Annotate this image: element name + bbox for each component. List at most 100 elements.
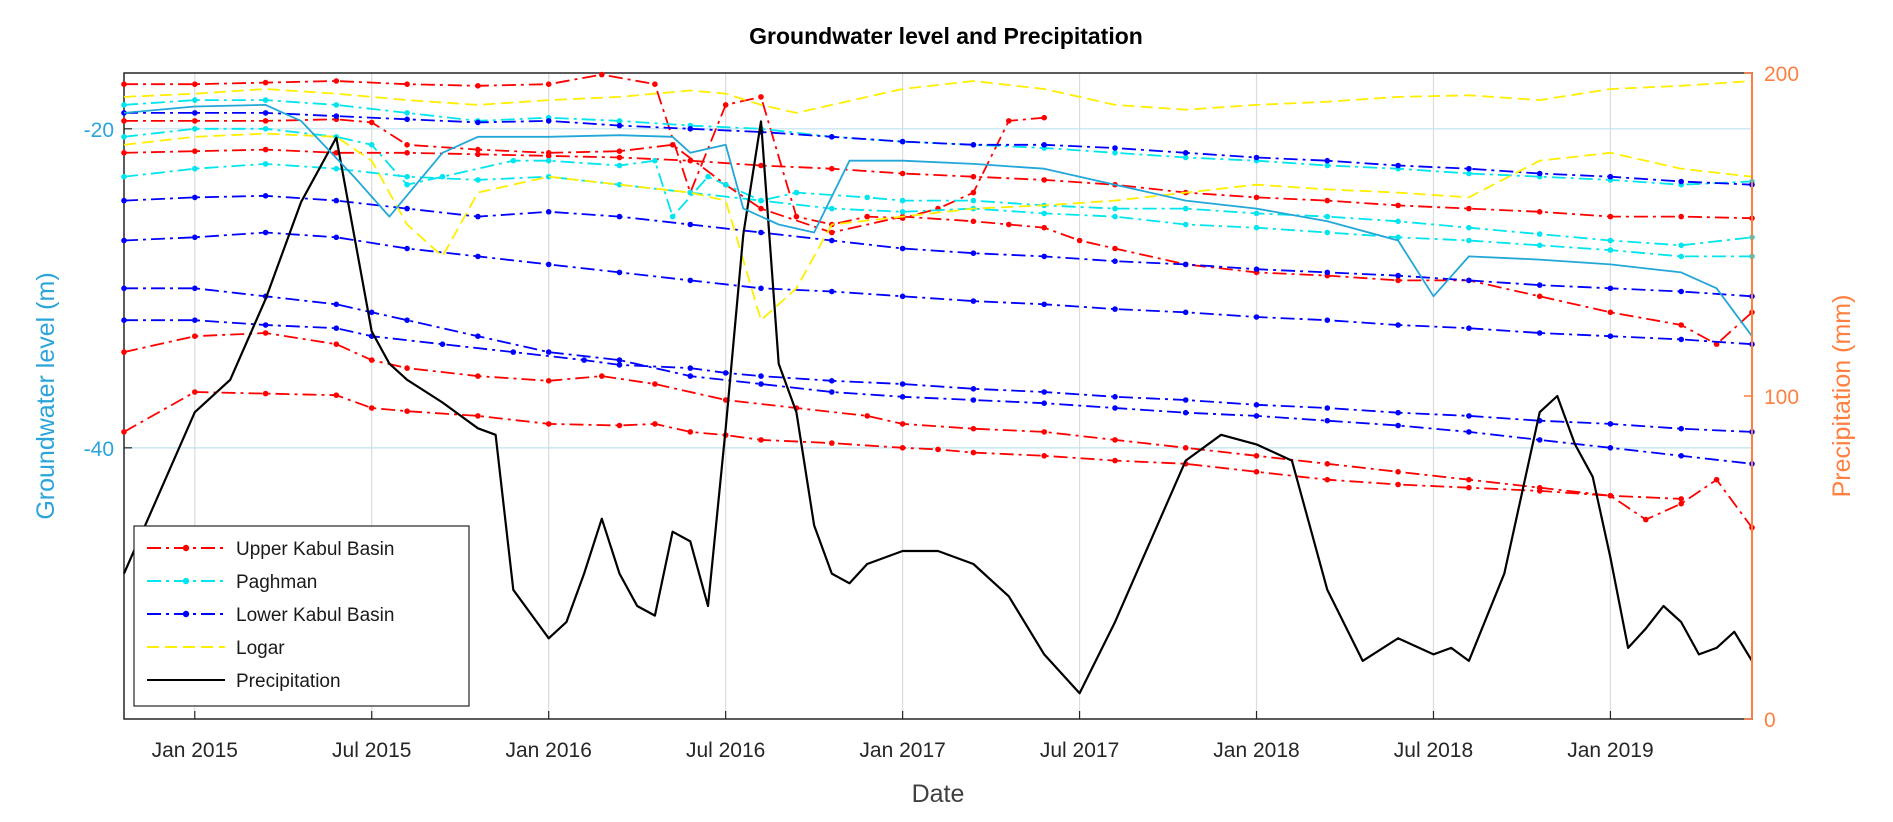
series-point-upper-kabul-basin (404, 365, 410, 371)
series-point-lower-kabul-basin (1112, 258, 1118, 265)
series-point-lower-kabul-basin (1112, 394, 1118, 400)
series-point-upper-kabul-basin (1041, 114, 1047, 121)
series-point-lower-kabul-basin (1182, 261, 1189, 268)
series-point-lower-kabul-basin (687, 277, 694, 284)
series-point-upper-kabul-basin (829, 229, 835, 236)
series-point-upper-kabul-basin (1536, 488, 1543, 494)
legend-label: Lower Kabul Basin (236, 605, 394, 626)
series-point-lower-kabul-basin (475, 253, 481, 260)
series-point-lower-kabul-basin (333, 113, 340, 119)
series-point-upper-kabul-basin (1678, 322, 1684, 328)
series-point-upper-kabul-basin (404, 142, 410, 148)
series-point-lower-kabul-basin (1395, 409, 1401, 416)
series-point-lower-kabul-basin (970, 298, 977, 304)
series-point-upper-kabul-basin (262, 330, 269, 336)
series-line-lower-kabul-basin (123, 231, 1753, 346)
x-tick-label: Jul 2016 (686, 739, 765, 762)
series-point-upper-kabul-basin (1076, 237, 1083, 244)
series-point-lower-kabul-basin (1607, 445, 1614, 451)
series-point-upper-kabul-basin (1466, 484, 1472, 491)
series-point-paghman (1536, 242, 1543, 249)
x-tick-label: Jan 2019 (1567, 739, 1653, 762)
series-point-upper-kabul-basin (864, 413, 870, 419)
series-point-lower-kabul-basin (616, 269, 623, 276)
series-line-logar (123, 80, 1753, 114)
series-point-lower-kabul-basin (1182, 397, 1189, 403)
series-point-upper-kabul-basin (1324, 197, 1331, 204)
y-axis-left-label: Groundwater level (m) (32, 272, 60, 519)
series-point-upper-kabul-basin (1678, 496, 1684, 502)
series-line-paghman (123, 162, 1752, 258)
series-point-upper-kabul-basin (970, 425, 977, 432)
series-point-upper-kabul-basin (121, 349, 127, 355)
series-point-lower-kabul-basin (899, 138, 906, 145)
series-line-upper-kabul-basin (123, 332, 1753, 529)
y-right-tick-label: 0 (1764, 709, 1776, 732)
series-point-lower-kabul-basin (970, 397, 977, 403)
series-point-lower-kabul-basin (192, 110, 198, 116)
series-point-lower-kabul-basin (758, 381, 764, 387)
series-point-upper-kabul-basin (1678, 500, 1684, 507)
series-point-upper-kabul-basin (192, 389, 198, 395)
legend: Upper Kabul Basin Paghman Lower Kabul Basi… (133, 525, 470, 707)
series-point-paghman (652, 157, 658, 164)
series-point-paghman (1041, 210, 1047, 217)
series-point-upper-kabul-basin (1253, 469, 1260, 475)
series-point-paghman (1253, 210, 1260, 217)
series-point-paghman (1466, 224, 1472, 231)
series-point-paghman (1395, 234, 1401, 241)
series-point-lower-kabul-basin (1324, 157, 1331, 164)
series-point-lower-kabul-basin (899, 381, 906, 387)
series-point-lower-kabul-basin (687, 221, 694, 228)
series-point-upper-kabul-basin (121, 429, 127, 435)
series-point-paghman (1112, 150, 1118, 156)
series-point-lower-kabul-basin (262, 193, 269, 199)
series-point-upper-kabul-basin (1466, 476, 1472, 483)
legend-box (133, 525, 470, 707)
series-point-lower-kabul-basin (829, 134, 835, 140)
series-point-upper-kabul-basin (1395, 277, 1401, 284)
series-point-upper-kabul-basin (793, 213, 800, 220)
series-point-upper-kabul-basin (616, 148, 623, 154)
series-point-upper-kabul-basin (1006, 221, 1012, 228)
series-point-upper-kabul-basin (899, 170, 906, 177)
series-point-upper-kabul-basin (121, 81, 127, 87)
series-point-paghman (121, 134, 127, 140)
series-point-paghman (192, 97, 198, 103)
series-point-upper-kabul-basin (262, 390, 269, 397)
legend-label: Precipitation (236, 671, 341, 692)
series-point-lower-kabul-basin (404, 205, 410, 212)
series-point-paghman (1536, 231, 1543, 237)
series-point-upper-kabul-basin (1643, 516, 1649, 523)
axis-layer: Jan 2015 Jul 2015 Jan 2016 Jul 2016 Jan 2017… (84, 63, 1799, 762)
series-point-lower-kabul-basin (1607, 333, 1614, 340)
series-point-lower-kabul-basin (192, 234, 198, 241)
series-point-paghman (1678, 253, 1684, 260)
series-point-upper-kabul-basin (368, 405, 375, 411)
series-point-lower-kabul-basin (1678, 453, 1684, 459)
x-tick-label: Jul 2017 (1040, 739, 1119, 762)
series-line-upper-kabul-basin (123, 148, 1753, 220)
series-point-lower-kabul-basin (1607, 421, 1614, 427)
series-point-lower-kabul-basin (404, 317, 410, 324)
series-point-lower-kabul-basin (1536, 170, 1543, 177)
series-point-upper-kabul-basin (192, 118, 198, 124)
series-point-paghman (1607, 237, 1614, 244)
series-point-lower-kabul-basin (1112, 306, 1118, 312)
series-point-upper-kabul-basin (652, 81, 658, 87)
series-point-upper-kabul-basin (599, 71, 605, 78)
y-axis-right-label: Precipitation (mm) (1828, 295, 1856, 498)
series-point-paghman (758, 197, 764, 204)
series-point-upper-kabul-basin (1253, 453, 1260, 459)
series-point-lower-kabul-basin (333, 325, 340, 332)
series-point-upper-kabul-basin (404, 150, 410, 156)
series-point-upper-kabul-basin (475, 373, 481, 379)
series-point-upper-kabul-basin (758, 205, 764, 212)
series-point-lower-kabul-basin (192, 194, 198, 201)
series-point-upper-kabul-basin (1713, 476, 1720, 483)
series-point-upper-kabul-basin (475, 83, 481, 89)
series-point-upper-kabul-basin (687, 429, 694, 435)
series-point-paghman (1324, 162, 1331, 169)
series-point-upper-kabul-basin (1466, 205, 1472, 212)
series-point-lower-kabul-basin (899, 245, 906, 252)
